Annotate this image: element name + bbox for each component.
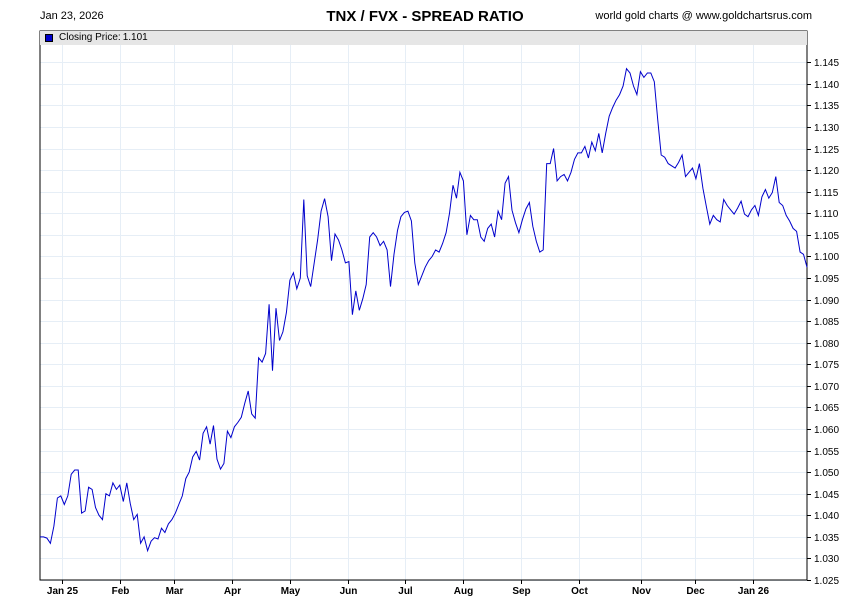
y-tick-label: 1.060 bbox=[814, 425, 839, 436]
y-tick-label: 1.115 bbox=[814, 188, 839, 199]
y-tick-label: 1.030 bbox=[814, 554, 839, 565]
chart-credit: world gold charts @ www.goldchartsrus.co… bbox=[595, 10, 812, 22]
y-axis: 1.025 1.030 1.035 1.040 1.045 1.050 1.055 1.060… bbox=[807, 58, 839, 587]
y-tick-label: 1.080 bbox=[814, 339, 839, 350]
x-tick-label: Nov bbox=[632, 586, 651, 597]
x-tick-label: Apr bbox=[224, 586, 241, 597]
y-tick-label: 1.090 bbox=[814, 296, 839, 307]
legend-label: Closing Price: bbox=[59, 32, 121, 43]
y-tick-label: 1.050 bbox=[814, 468, 839, 479]
y-tick-label: 1.105 bbox=[814, 231, 839, 242]
y-tick-label: 1.125 bbox=[814, 145, 839, 156]
legend-value: 1.101 bbox=[122, 32, 148, 43]
x-tick-label: Dec bbox=[686, 586, 705, 597]
y-tick-label: 1.070 bbox=[814, 382, 839, 393]
x-axis: Jan 25 Feb Mar Apr May Jun Jul Aug Sep Oct Nov Dec J… bbox=[47, 580, 770, 597]
y-tick-label: 1.095 bbox=[814, 274, 839, 285]
y-tick-label: 1.045 bbox=[814, 490, 839, 501]
y-tick-label: 1.075 bbox=[814, 360, 839, 371]
x-tick-label: Jun bbox=[340, 586, 358, 597]
y-tick-label: 1.085 bbox=[814, 317, 839, 328]
series-line-closing-price bbox=[40, 67, 808, 553]
legend-swatch bbox=[45, 34, 53, 42]
y-tick-label: 1.110 bbox=[814, 209, 839, 220]
y-tick-label: 1.055 bbox=[814, 447, 839, 458]
x-tick-label: Oct bbox=[571, 586, 588, 597]
y-tick-label: 1.145 bbox=[814, 58, 839, 69]
x-tick-label: Feb bbox=[112, 586, 130, 597]
y-tick-label: 1.140 bbox=[814, 80, 839, 91]
x-tick-label: Aug bbox=[454, 586, 473, 597]
y-tick-label: 1.120 bbox=[814, 166, 839, 177]
x-tick-label: May bbox=[281, 586, 301, 597]
series-layer bbox=[40, 67, 808, 553]
y-tick-label: 1.100 bbox=[814, 252, 839, 263]
legend: Closing Price: 1.101 bbox=[40, 31, 807, 45]
grid-lines bbox=[40, 31, 807, 581]
x-tick-label: Mar bbox=[166, 586, 184, 597]
y-tick-label: 1.065 bbox=[814, 403, 839, 414]
x-tick-label: Jan 25 bbox=[47, 586, 79, 597]
y-tick-label: 1.035 bbox=[814, 533, 839, 544]
plot-frame bbox=[39, 30, 808, 581]
y-tick-label: 1.025 bbox=[814, 576, 839, 587]
chart-title: TNX / FVX - SPREAD RATIO bbox=[326, 8, 524, 25]
legend-entry: Closing Price: 1.101 bbox=[57, 31, 148, 45]
y-tick-label: 1.135 bbox=[814, 101, 839, 112]
y-tick-label: 1.040 bbox=[814, 511, 839, 522]
chart-date: Jan 23, 2026 bbox=[40, 10, 104, 22]
y-tick-label: 1.130 bbox=[814, 123, 839, 134]
x-tick-label: Jul bbox=[398, 586, 413, 597]
x-tick-label: Jan 26 bbox=[738, 586, 770, 597]
x-tick-label: Sep bbox=[512, 586, 530, 597]
